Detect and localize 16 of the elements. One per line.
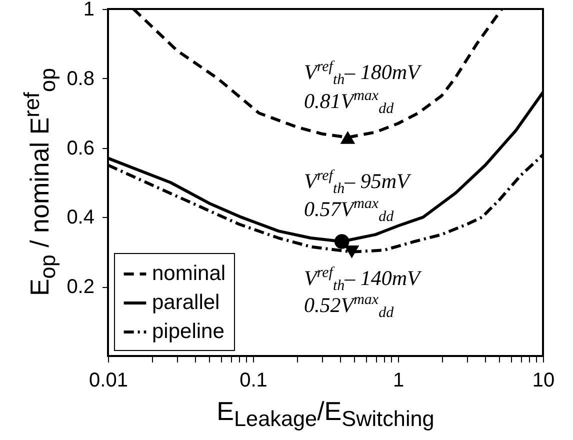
- x-tick-label: 10: [532, 370, 555, 392]
- y-tick-label: 1: [83, 0, 94, 20]
- y-tick-label: 0.8: [66, 68, 94, 90]
- y-tick-label: 0.4: [66, 206, 94, 229]
- x-tick-label: 0.1: [240, 370, 268, 392]
- x-axis-title: E$_{Leakage}$/E$_{Switching}$: [216, 396, 436, 432]
- legend-label: nominal: [152, 262, 226, 285]
- y-tick-label: 0.6: [66, 137, 94, 160]
- legend-label: pipeline: [152, 320, 224, 343]
- annotation: V$^{ref}$$_{th}$– 180mV: [304, 59, 420, 88]
- legend-label: parallel: [152, 291, 220, 314]
- x-tick-label: 0.01: [89, 370, 128, 392]
- x-tick-label: 1: [392, 370, 404, 392]
- y-tick-label: 0.2: [66, 276, 94, 298]
- annotation: V$^{ref}$$_{th}$– 140mV: [304, 265, 420, 294]
- annotation: V$^{ref}$$_{th}$– 95mV: [304, 168, 410, 198]
